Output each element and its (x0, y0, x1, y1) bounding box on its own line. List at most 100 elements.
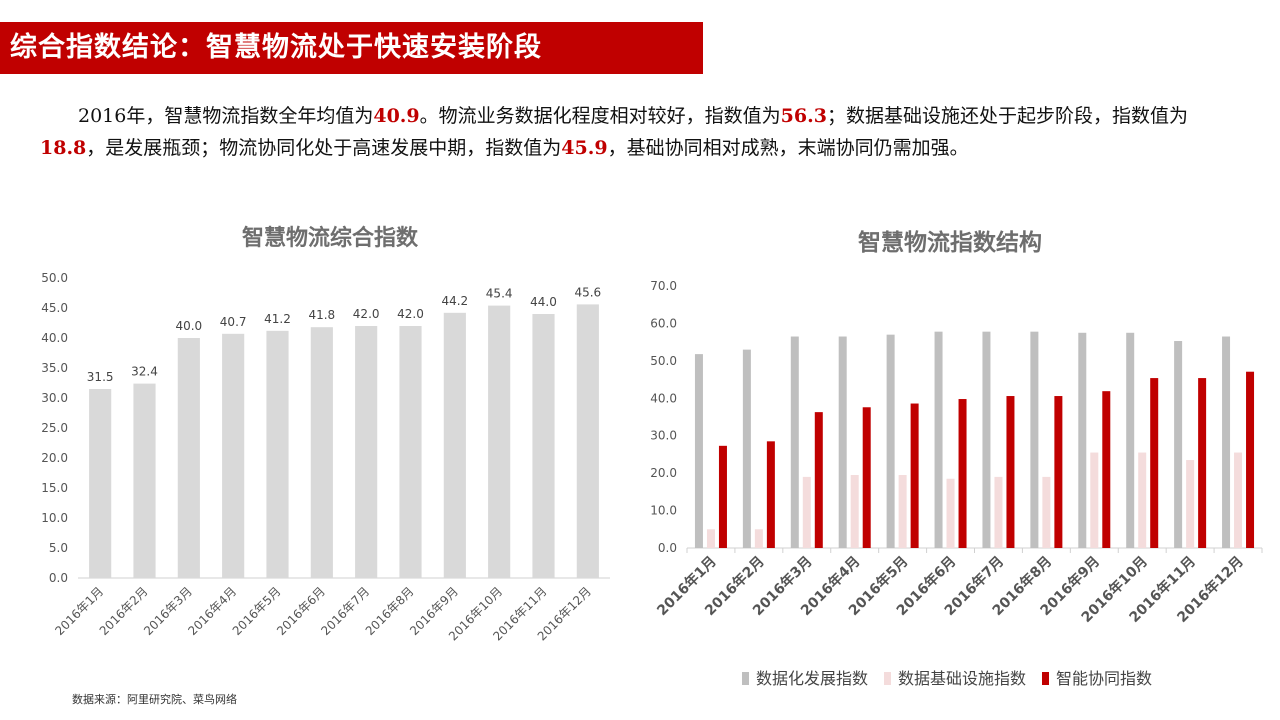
bar-collaboration (1246, 371, 1255, 548)
bar (310, 327, 333, 578)
y-tick-label: 45.0 (41, 301, 68, 315)
legend-label: 数据化发展指数 (756, 669, 868, 688)
summary-value-overall: 40.9 (373, 105, 420, 127)
legend-swatch (1042, 672, 1049, 685)
y-tick-label: 70.0 (650, 279, 677, 293)
legend-label: 数据基础设施指数 (898, 669, 1026, 688)
page-title: 综合指数结论：智慧物流处于快速安装阶段 (0, 22, 703, 74)
bar-infrastructure (1186, 460, 1195, 548)
y-tick-label: 15.0 (41, 481, 68, 495)
bar (133, 383, 156, 578)
y-tick-label: 0.0 (658, 541, 677, 555)
bar (399, 326, 422, 578)
bar-digitization (790, 336, 799, 548)
bar-value-label: 31.5 (87, 370, 114, 384)
bar (355, 326, 378, 578)
y-tick-label: 10.0 (41, 511, 68, 525)
bar-collaboration (1006, 396, 1015, 548)
bar (532, 314, 555, 578)
bar-infrastructure (802, 476, 811, 548)
bar-digitization (838, 336, 847, 548)
bar-infrastructure (994, 476, 1003, 548)
bar-value-label: 40.0 (175, 319, 202, 333)
bar-digitization (934, 331, 943, 548)
bar-digitization (742, 349, 751, 548)
legend-label: 智能协同指数 (1056, 669, 1152, 688)
y-tick-label: 30.0 (650, 429, 677, 443)
bar-value-label: 32.4 (131, 365, 158, 379)
bar-value-label: 44.0 (530, 295, 557, 309)
y-tick-label: 25.0 (41, 421, 68, 435)
legend-swatch (884, 672, 891, 685)
bar (222, 333, 245, 578)
summary-text-4: ，是发展瓶颈；物流协同化处于高速发展中期，指数值为 (86, 137, 562, 159)
bar-value-label: 45.4 (486, 287, 513, 301)
chart-title: 智慧物流综合指数 (242, 225, 419, 251)
bar-infrastructure (946, 478, 955, 548)
y-tick-label: 10.0 (650, 504, 677, 518)
bar-infrastructure (754, 529, 763, 548)
summary-value-collaboration: 45.9 (561, 137, 608, 159)
bar-infrastructure (706, 529, 715, 548)
bar (576, 304, 599, 578)
y-tick-label: 5.0 (49, 541, 68, 555)
bar-infrastructure (850, 475, 859, 548)
y-tick-label: 20.0 (650, 466, 677, 480)
summary-value-infrastructure: 18.8 (40, 137, 87, 159)
chart-title: 智慧物流指数结构 (858, 229, 1042, 256)
y-tick-label: 50.0 (650, 354, 677, 368)
bar-infrastructure (1042, 476, 1051, 548)
bar (89, 389, 112, 578)
bar-value-label: 41.8 (308, 308, 335, 322)
legend-swatch (742, 672, 749, 685)
bar-collaboration (1198, 378, 1207, 548)
data-source-note: 数据来源：阿里研究院、菜鸟网络 (72, 693, 237, 706)
bar-digitization (982, 331, 991, 548)
bar-collaboration (862, 407, 871, 548)
bar-infrastructure (1090, 452, 1099, 548)
bar (488, 305, 511, 578)
summary-value-digitization: 56.3 (780, 105, 827, 127)
bar-digitization (886, 334, 895, 548)
bar-digitization (1078, 332, 1087, 548)
y-tick-label: 60.0 (650, 316, 677, 330)
bar (443, 312, 466, 578)
summary-paragraph: 2016年，智慧物流指数全年均值为40.9。物流业务数据化程度相对较好，指数值为… (40, 100, 1250, 164)
bar-collaboration (910, 403, 919, 548)
bar-infrastructure (898, 475, 907, 548)
bar-value-label: 42.0 (353, 307, 380, 321)
y-tick-label: 35.0 (41, 361, 68, 375)
y-tick-label: 20.0 (41, 451, 68, 465)
bar-value-label: 45.6 (574, 285, 601, 299)
bar-value-label: 40.7 (220, 315, 247, 329)
y-tick-label: 40.0 (41, 331, 68, 345)
bar (177, 338, 200, 578)
summary-text-1: 2016年，智慧物流指数全年均值为 (78, 105, 374, 127)
bar-value-label: 42.0 (397, 307, 424, 321)
y-tick-label: 40.0 (650, 391, 677, 405)
bar-digitization (1174, 341, 1183, 548)
bar-value-label: 41.2 (264, 312, 291, 326)
bar-collaboration (718, 445, 727, 548)
bar-collaboration (766, 441, 775, 548)
summary-text-5: ，基础协同相对成熟，末端协同仍需加强。 (607, 137, 969, 159)
bar-infrastructure (1234, 452, 1243, 548)
bar-collaboration (958, 399, 967, 548)
composite-index-chart: 智慧物流综合指数 0.0 5.0 10.0 15.0 20.0 25.0 30.0 35.0 40… (41, 225, 610, 643)
index-structure-chart: 智慧物流指数结构0.010.020.030.040.050.060.070.02… (650, 229, 1263, 688)
bar-digitization (1030, 331, 1039, 548)
bar-digitization (1222, 336, 1231, 548)
bar-value-label: 44.2 (441, 294, 468, 308)
bar-collaboration (814, 412, 823, 548)
bar-collaboration (1102, 391, 1111, 548)
bar-digitization (1126, 332, 1135, 548)
summary-text-2: 。物流业务数据化程度相对较好，指数值为 (419, 105, 781, 127)
y-tick-label: 0.0 (49, 571, 68, 585)
bar-collaboration (1054, 396, 1063, 548)
y-tick-label: 30.0 (41, 391, 68, 405)
y-tick-label: 50.0 (41, 271, 68, 285)
summary-text-3: ；数据基础设施还处于起步阶段，指数值为 (826, 105, 1188, 127)
bar-digitization (694, 354, 703, 548)
bar-collaboration (1150, 378, 1159, 548)
bar-infrastructure (1138, 452, 1147, 548)
